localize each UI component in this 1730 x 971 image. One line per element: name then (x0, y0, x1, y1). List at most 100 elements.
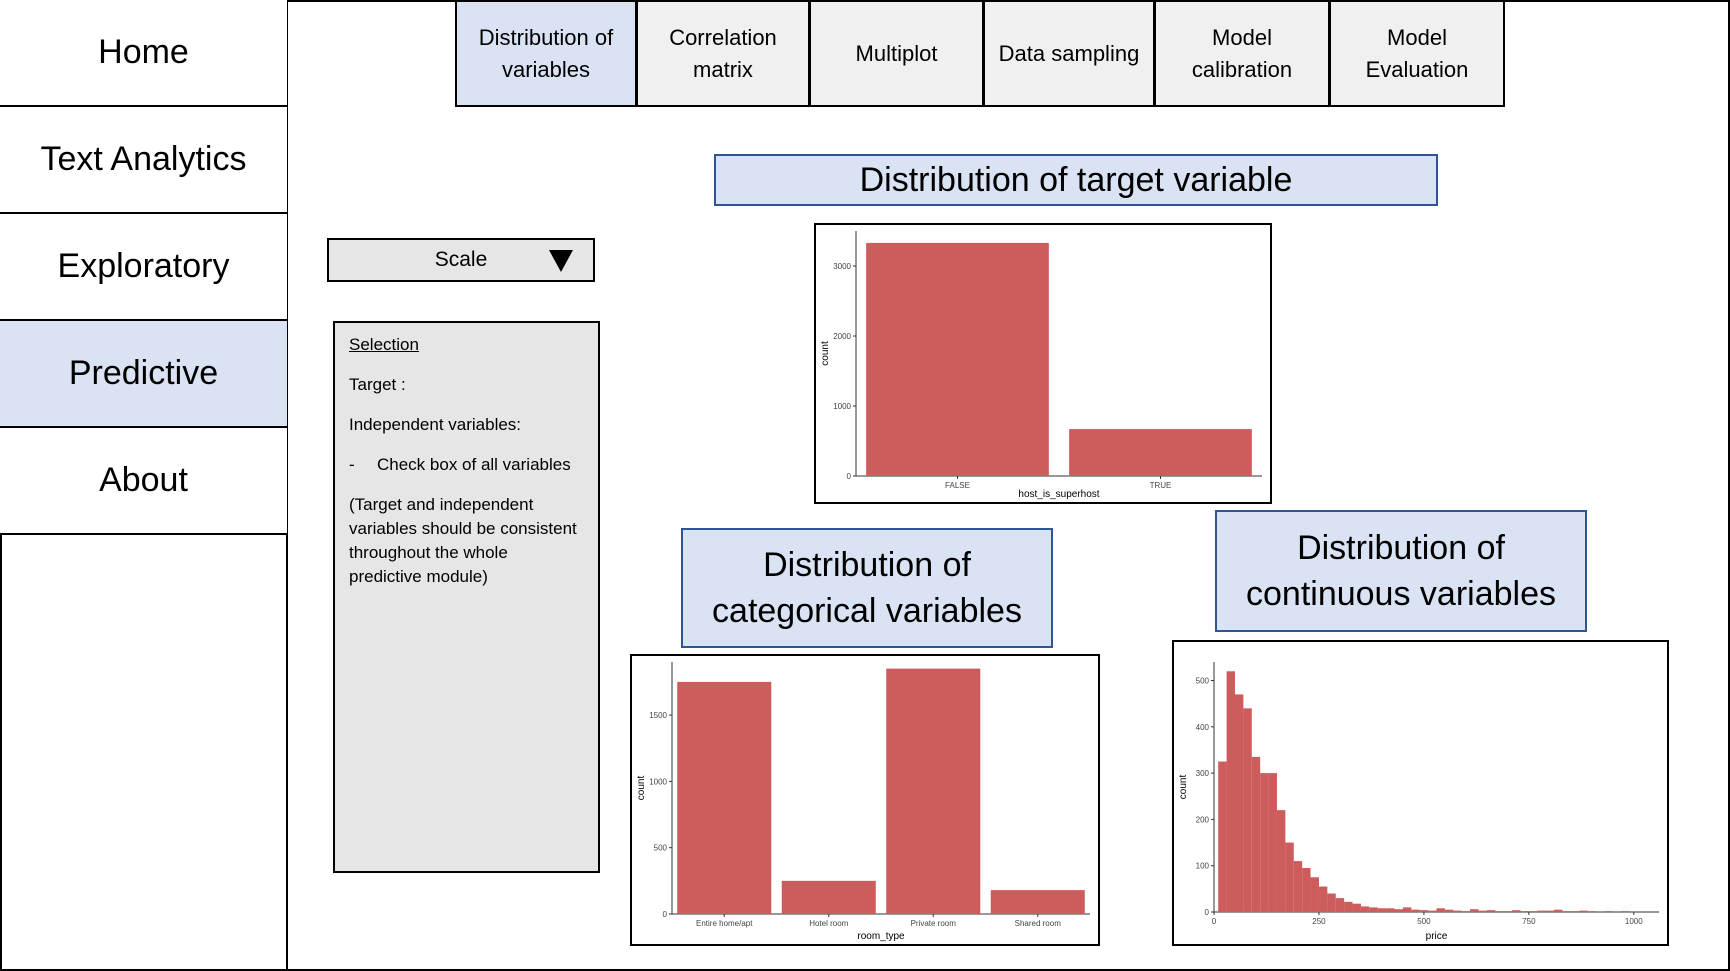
y-tick-label: 0 (847, 472, 852, 481)
triangle-down-icon[interactable] (549, 250, 573, 272)
chart-svg: 0 1000 2000 3000 FALSE TRUE host_is_superhost c… (820, 231, 1262, 500)
histogram-bar (1621, 911, 1630, 912)
histogram-bar (1528, 911, 1538, 912)
histogram-bar (1478, 910, 1487, 912)
x-tick-label: Shared room (1015, 919, 1062, 928)
tab-label: Model calibration (1191, 24, 1293, 82)
tab-label: Data sampling (998, 40, 1140, 66)
variables-checkbox-list[interactable]: - Check box of all variables (349, 453, 584, 477)
y-tick-label: 3000 (833, 262, 851, 271)
consistency-note: (Target and independent variables should… (349, 495, 577, 586)
histogram-bar (1369, 907, 1378, 912)
histogram-bar (1285, 842, 1294, 912)
y-tick-label: 1000 (649, 777, 667, 786)
tab-correlation-matrix[interactable]: Correlation matrix (636, 0, 810, 107)
histogram-bar (1335, 898, 1345, 912)
scale-label: Scale (434, 248, 488, 271)
bar (781, 880, 876, 914)
x-axis-label: price (1426, 931, 1448, 942)
sidebar: Home Text Analytics Exploratory Predicti… (0, 0, 288, 971)
bar (1069, 429, 1252, 476)
y-tick-label: 0 (1205, 908, 1210, 917)
histogram-bar (1276, 810, 1286, 912)
x-tick-label: Private room (911, 919, 957, 928)
histogram-bar (1377, 908, 1387, 912)
histogram-bar (1545, 910, 1555, 912)
histogram-bar (1436, 908, 1445, 912)
x-tick-label: 0 (1212, 917, 1217, 926)
histogram-bar (1310, 877, 1319, 912)
histogram-bar (1327, 893, 1336, 912)
independent-variables-label: Independent variables: (349, 415, 522, 434)
histogram-bar (1302, 868, 1311, 912)
histogram-bar (1486, 910, 1496, 912)
sidebar-item-text-analytics[interactable]: Text Analytics (0, 107, 287, 214)
chart-svg: 0 100 200 300 400 500 0 250 500 750 1000 price count (1178, 662, 1659, 942)
tab-label: Multiplot (855, 40, 938, 66)
sidebar-item-label: Home (98, 33, 189, 71)
x-tick-label: 250 (1312, 917, 1326, 926)
histogram-bar (1419, 910, 1429, 912)
histogram-bar (1428, 910, 1437, 912)
sidebar-item-label: Exploratory (57, 247, 230, 285)
title-text: Distribution of target variable (859, 161, 1293, 199)
histogram-bar (1604, 911, 1613, 912)
histogram-bar (1394, 909, 1403, 912)
target-variable-chart: 0 1000 2000 3000 FALSE TRUE host_is_superhost c… (814, 223, 1272, 504)
y-axis-label: count (820, 341, 831, 366)
histogram-bar (1562, 911, 1571, 912)
y-tick-label: 1500 (649, 711, 667, 720)
sidebar-item-label: Text Analytics (40, 140, 247, 178)
x-tick-label: Hotel room (809, 919, 848, 928)
y-tick-label: 2000 (833, 332, 851, 341)
x-axis-label: room_type (857, 931, 905, 942)
sidebar-item-label: About (99, 461, 188, 499)
y-tick-label: 500 (1196, 677, 1210, 686)
target-label[interactable]: Target : (349, 375, 406, 394)
histogram-bar (1243, 708, 1252, 912)
sidebar-item-home[interactable]: Home (0, 0, 287, 107)
histogram-bar (1360, 906, 1370, 912)
tab-model-calibration[interactable]: Model calibration (1154, 0, 1330, 107)
histogram-bar (1402, 907, 1412, 912)
categorical-variable-chart: 0 500 1000 1500 Entire home/apt Hotel room Pri… (630, 654, 1100, 946)
histogram-bar (1260, 773, 1269, 912)
chart-svg: 0 500 1000 1500 Entire home/apt Hotel room Pri… (636, 662, 1090, 942)
tab-data-sampling[interactable]: Data sampling (983, 0, 1155, 107)
histogram-bar (1453, 910, 1462, 912)
histogram-bar (1293, 861, 1303, 912)
histogram-bar (1251, 756, 1261, 912)
y-tick-label: 1000 (833, 402, 851, 411)
histogram-bar (1470, 909, 1479, 912)
bar (886, 668, 981, 914)
scale-dropdown[interactable]: Scale (327, 238, 595, 282)
sidebar-item-about[interactable]: About (0, 428, 287, 535)
sidebar-item-predictive[interactable]: Predictive (0, 321, 287, 428)
histogram-bar (1503, 911, 1513, 912)
x-tick-label: TRUE (1150, 481, 1172, 490)
target-variable-title: Distribution of target variable (714, 154, 1438, 206)
y-axis-label: count (1178, 775, 1189, 800)
histogram-bar (1218, 761, 1227, 912)
sidebar-item-exploratory[interactable]: Exploratory (0, 214, 287, 321)
tab-distribution-of-variables[interactable]: Distribution of variables (455, 0, 637, 107)
tab-label: Distribution of variables (478, 24, 614, 82)
y-tick-label: 500 (654, 844, 668, 853)
y-axis-label: count (636, 776, 647, 801)
tab-multiplot[interactable]: Multiplot (809, 0, 984, 107)
y-tick-label: 400 (1196, 723, 1210, 732)
x-tick-label: 500 (1417, 917, 1431, 926)
y-tick-label: 100 (1196, 862, 1210, 871)
histogram-bar (1318, 886, 1328, 912)
histogram-bar (1587, 911, 1597, 912)
title-text: Distribution of continuous variables (1246, 529, 1556, 613)
bullet-dash: - (349, 455, 355, 474)
continuous-variables-title: Distribution of continuous variables (1215, 510, 1587, 632)
histogram-bar (1495, 911, 1504, 912)
histogram-bar (1411, 909, 1420, 912)
bar (866, 242, 1049, 476)
tab-model-evaluation[interactable]: Model Evaluation (1329, 0, 1505, 107)
title-text: Distribution of categorical variables (712, 546, 1022, 630)
x-tick-label: FALSE (945, 481, 970, 490)
histogram-bar (1386, 908, 1395, 912)
